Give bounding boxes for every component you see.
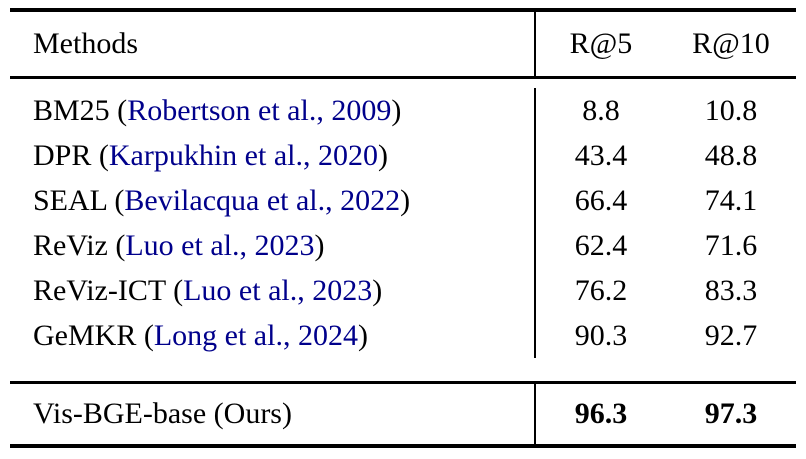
metric-values-group: 76.2 83.3	[534, 268, 796, 313]
metric-values-group: 66.4 74.1	[534, 178, 796, 223]
citation-link[interactable]: Robertson et al., 2009	[127, 93, 392, 127]
method-name-cell: ReViz (Luo et al., 2023)	[10, 223, 534, 268]
header-metric-r5: R@5	[569, 27, 633, 60]
table-row: GeMKR (Long et al., 2024) 90.3 92.7	[10, 313, 796, 358]
r10-value: 48.8	[704, 138, 758, 172]
r5-value: 66.4	[574, 183, 628, 217]
metric-values-group: 8.8 10.8	[534, 88, 796, 133]
header-metrics-group: R@5 R@10	[534, 12, 796, 76]
method-name-suffix: )	[400, 183, 411, 217]
method-name-suffix: )	[357, 318, 368, 352]
method-name: SEAL (	[33, 183, 125, 217]
method-name: ReViz-ICT (	[33, 273, 184, 307]
r10-value: 74.1	[704, 183, 758, 217]
table-body: BM25 (Robertson et al., 2009) 8.8 10.8 D…	[10, 79, 796, 381]
citation-link[interactable]: Long et al., 2024	[153, 318, 358, 352]
metric-values-group: 90.3 92.7	[534, 313, 796, 358]
ours-r5-value: 96.3	[574, 397, 628, 430]
method-name-suffix: )	[391, 93, 402, 127]
method-name: BM25 (	[33, 93, 128, 127]
metric-values-group: 62.4 71.6	[534, 223, 796, 268]
method-name-cell: DPR (Karpukhin et al., 2020)	[10, 133, 534, 178]
r5-value: 62.4	[574, 228, 628, 262]
citation-link[interactable]: Luo et al., 2023	[125, 228, 315, 262]
r10-value: 92.7	[704, 318, 758, 352]
r10-value: 71.6	[704, 228, 758, 262]
metric-values-group: 96.3 97.3	[534, 384, 796, 444]
r5-value: 90.3	[574, 318, 628, 352]
header-metric-r10: R@10	[692, 27, 770, 60]
ours-r10-value: 97.3	[704, 397, 758, 430]
footer-divider-rule	[10, 381, 796, 384]
table-row: DPR (Karpukhin et al., 2020) 43.4 48.8	[10, 133, 796, 178]
citation-link[interactable]: Luo et al., 2023	[183, 273, 373, 307]
header-row: Methods R@5 R@10	[10, 12, 796, 76]
ours-method-name: Vis-BGE-base (Ours)	[33, 397, 292, 430]
r10-value: 10.8	[704, 93, 758, 127]
table-row: ReViz-ICT (Luo et al., 2023) 76.2 83.3	[10, 268, 796, 313]
r5-value: 43.4	[574, 138, 628, 172]
method-name: ReViz (	[33, 228, 126, 262]
method-name-suffix: )	[314, 228, 325, 262]
method-name-suffix: )	[372, 273, 383, 307]
table-footer: Vis-BGE-base (Ours) 96.3 97.3	[10, 384, 796, 444]
method-name: DPR (	[33, 138, 109, 172]
citation-link[interactable]: Karpukhin et al., 2020	[108, 138, 378, 172]
method-name-suffix: )	[377, 138, 388, 172]
header-methods-label: Methods	[33, 27, 138, 60]
table-top-rule	[10, 8, 796, 12]
table-row: SEAL (Bevilacqua et al., 2022) 66.4 74.1	[10, 178, 796, 223]
method-name: GeMKR (	[33, 318, 154, 352]
method-name-cell: ReViz-ICT (Luo et al., 2023)	[10, 268, 534, 313]
table-row: ReViz (Luo et al., 2023) 62.4 71.6	[10, 223, 796, 268]
table-row: BM25 (Robertson et al., 2009) 8.8 10.8	[10, 88, 796, 133]
header-divider-rule	[10, 76, 796, 79]
method-name-cell: GeMKR (Long et al., 2024)	[10, 313, 534, 358]
metric-values-group: 43.4 48.8	[534, 133, 796, 178]
method-name-cell: SEAL (Bevilacqua et al., 2022)	[10, 178, 534, 223]
r5-value: 76.2	[574, 273, 628, 307]
ours-row: Vis-BGE-base (Ours) 96.3 97.3	[10, 384, 796, 444]
citation-link[interactable]: Bevilacqua et al., 2022	[124, 183, 401, 217]
table-header: Methods R@5 R@10	[10, 12, 796, 76]
r5-value: 8.8	[582, 93, 620, 127]
table-bottom-rule	[10, 444, 796, 448]
method-name-cell: BM25 (Robertson et al., 2009)	[10, 88, 534, 133]
r10-value: 83.3	[704, 273, 758, 307]
